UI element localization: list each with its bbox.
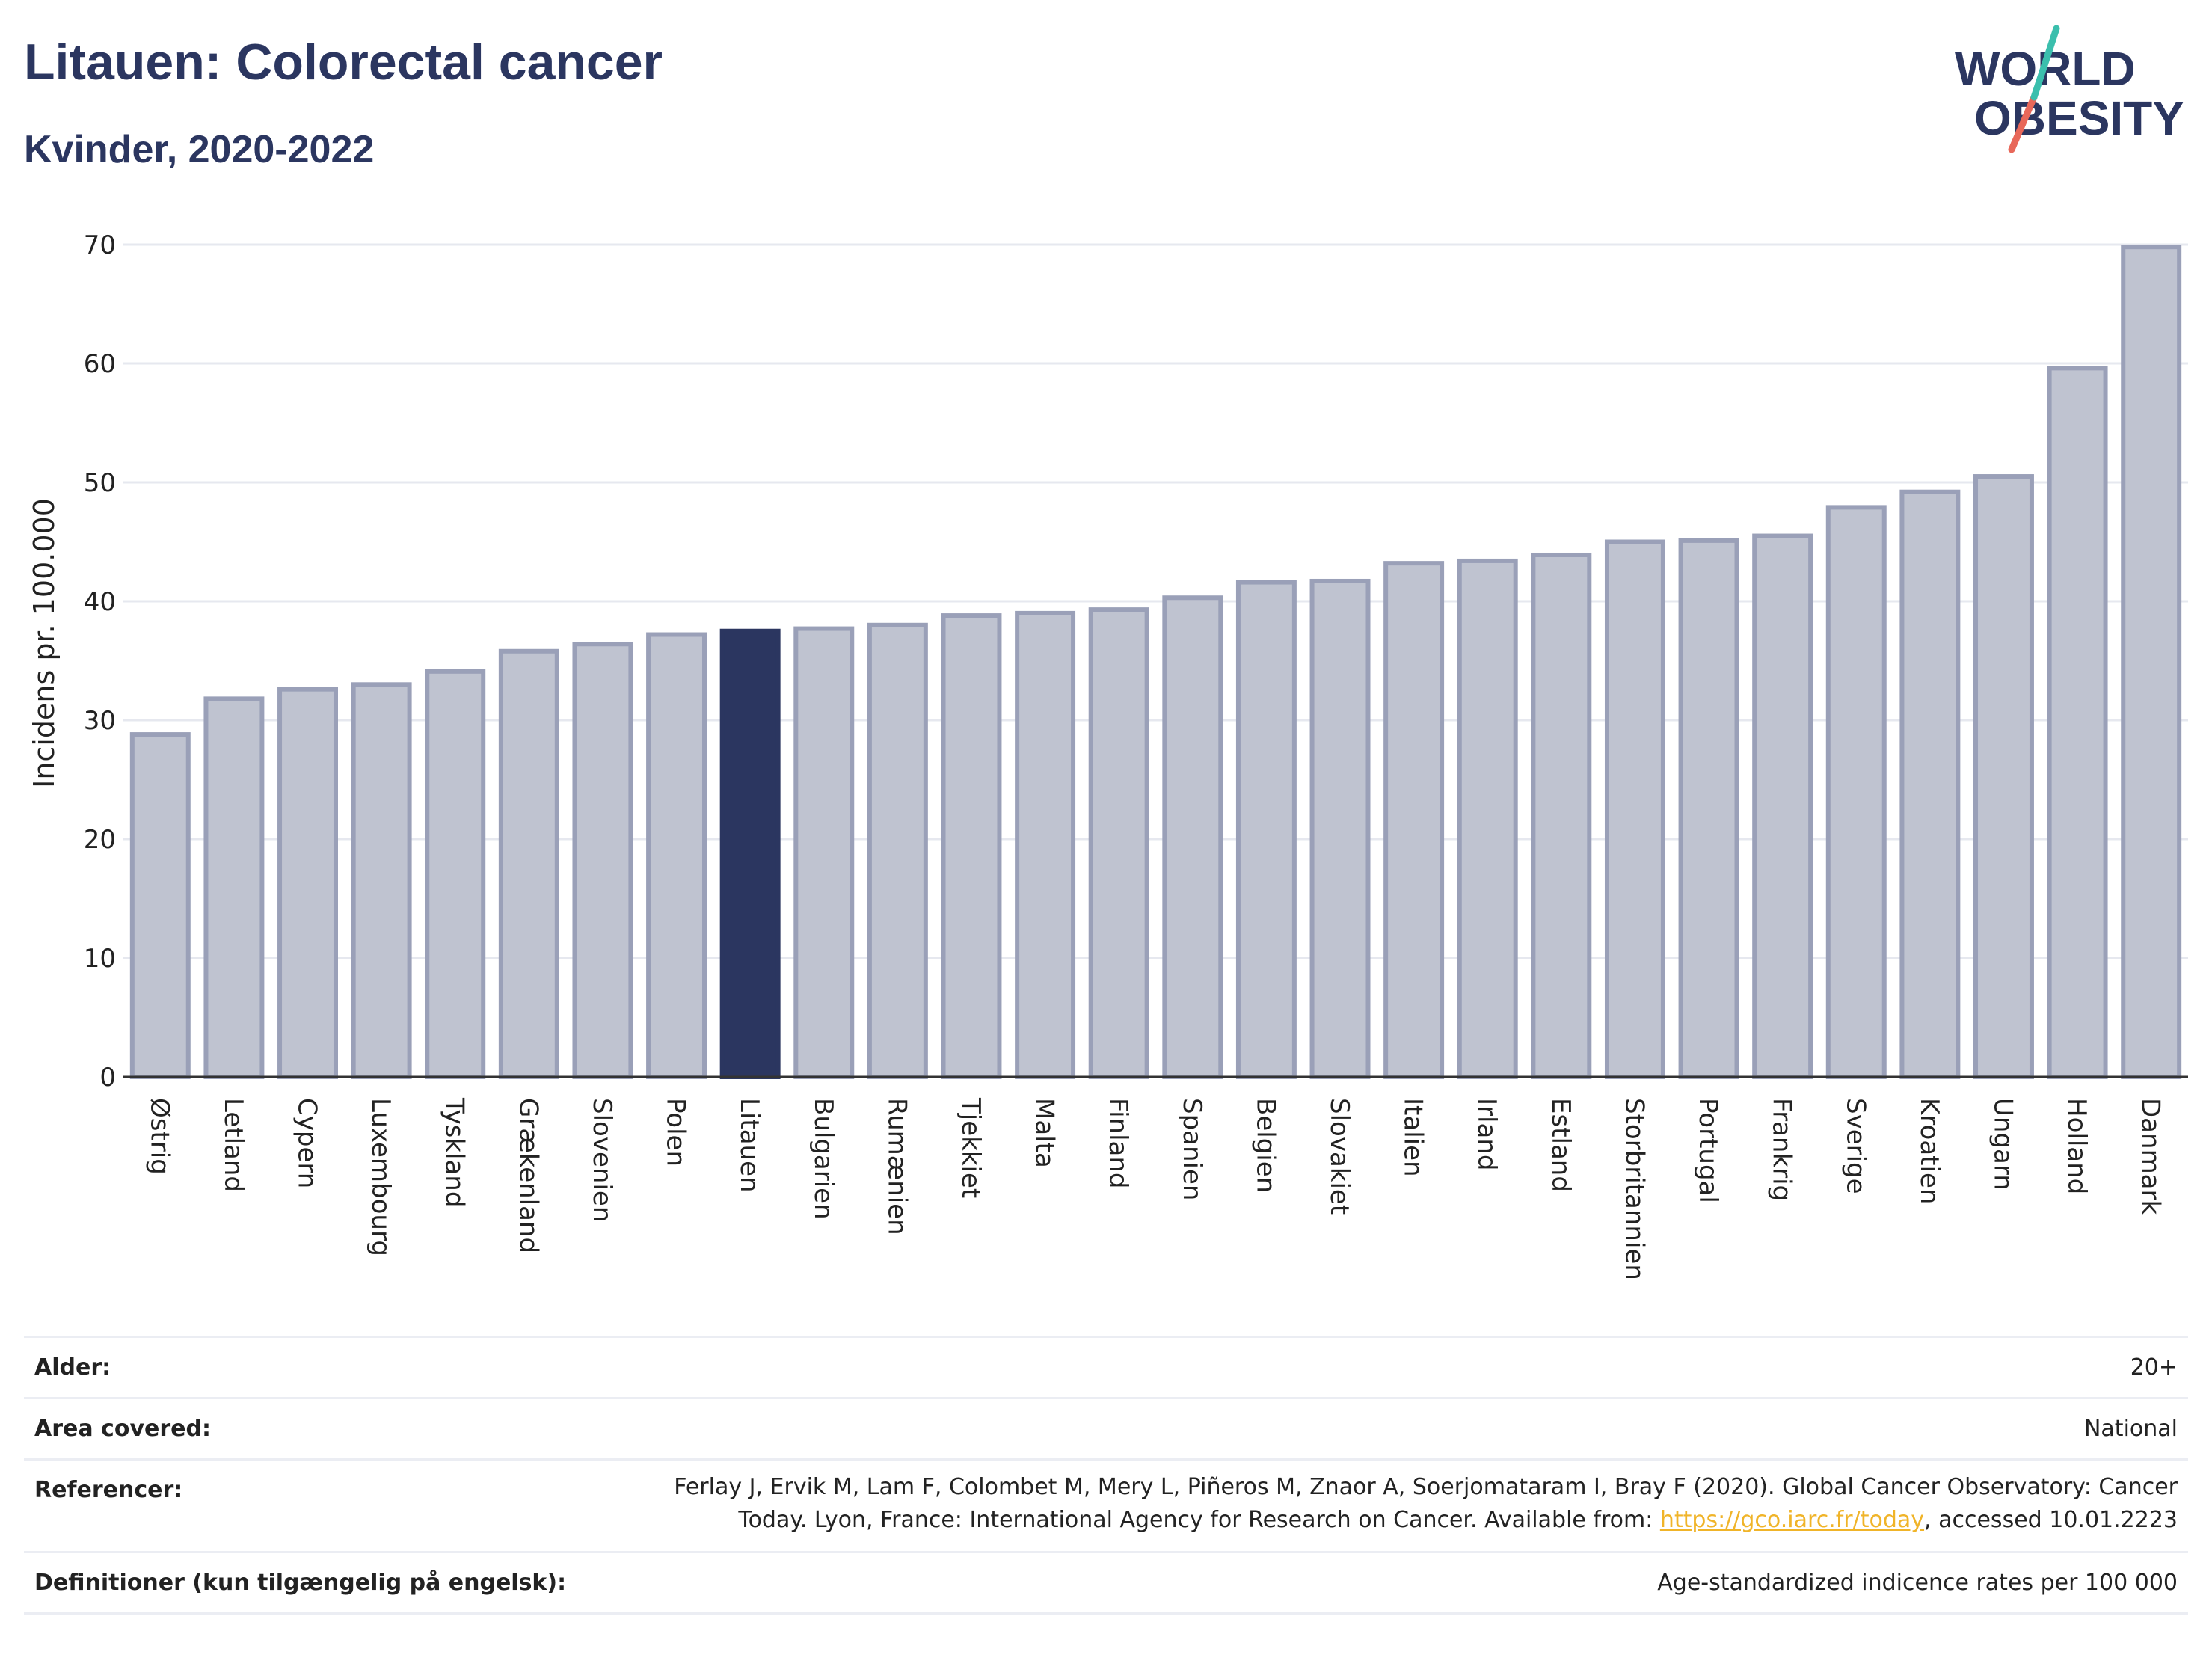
bar-Portugal [1678,538,1739,1079]
bar-Luxembourg [351,682,412,1079]
references-line2: Today. Lyon, France: International Agenc… [738,1507,2178,1533]
x-tick-label: Slovakiet [1324,1098,1354,1215]
logo-line2: OBESITY [1974,91,2184,145]
bar-Tyskland [425,669,486,1079]
bar-Belgien [1235,580,1297,1079]
bar-Bulgarien [793,626,855,1079]
chart-subtitle: Kvinder, 2020-2022 [24,128,375,171]
meta-row-references: Referencer: Ferlay J, Ervik M, Lam F, Co… [24,1458,2188,1551]
y-tick-label: 20 [84,825,116,855]
bar-Irland [1457,558,1518,1079]
x-tick-label: Frankrig [1767,1098,1797,1201]
references-label: Referencer: [34,1477,183,1503]
bar-chart: 0 10 20 30 40 50 60 70 Østrig Letland Cypern Luxemb… [28,230,2188,1280]
y-axis-label: Incidens pr. 100.000 [28,498,61,788]
x-tick-label: Litauen [734,1098,764,1193]
x-tick-label: Spanien [1177,1098,1207,1200]
area-label: Area covered: [34,1416,211,1442]
x-tick-label: Storbritannien [1619,1098,1649,1280]
x-tick-label: Sverige [1840,1098,1870,1194]
y-tick-label: 0 [99,1063,116,1093]
bar-Storbritannien [1604,539,1665,1079]
age-value: 20+ [2130,1354,2178,1381]
y-tick-label: 70 [84,230,116,260]
x-tick-label: Tyskland [440,1097,470,1207]
x-tick-label: Belgien [1250,1098,1280,1193]
x-tick-label: Østrig [144,1098,174,1175]
bar-Polen [646,632,707,1079]
x-tick-label: Rumænien [882,1098,912,1235]
x-tick-label: Finland [1103,1098,1133,1189]
bar-Spanien [1162,595,1223,1079]
bar-Cypern [277,687,338,1079]
bar-Sverige [1825,505,1887,1079]
bar-Holland [2047,366,2108,1079]
meta-row-definitions: Definitioner (kun tilgængelig på engelsk… [24,1551,2188,1612]
bar-Slovenien [572,642,633,1079]
definitions-label: Definitioner (kun tilgængelig på engelsk… [34,1570,567,1596]
x-tick-label: Italien [1398,1098,1428,1177]
definitions-value: Age-standardized indicence rates per 100… [1657,1570,2178,1596]
y-tick-label: 40 [84,587,116,617]
x-tick-label: Ungarn [1988,1098,2018,1191]
x-tick-label: Portugal [1693,1098,1723,1203]
bar-Danmark [2121,245,2182,1079]
x-tick-label: Bulgarien [808,1098,838,1220]
bar-Grækenland [498,648,559,1079]
bar-Frankrig [1752,533,1813,1079]
bar-Estland [1531,552,1592,1079]
meta-row-area: Area covered: National [24,1397,2188,1458]
gco-link[interactable]: https://gco.iarc.fr/today [1659,1507,1925,1533]
y-tick-label: 50 [84,468,116,498]
bar-Rumænien [867,622,928,1079]
x-tick-label: Kroatien [1914,1098,1944,1204]
y-tick-label: 10 [84,944,116,974]
x-tick-label: Holland [2062,1098,2092,1194]
bar-Kroatien [1899,489,1961,1079]
bar-Malta [1015,610,1076,1079]
bars [129,245,2182,1080]
bar-Slovakiet [1309,578,1371,1079]
x-tick-label: Danmark [2136,1098,2166,1215]
bar-Tjekkiet [941,613,1002,1079]
bar-Finland [1088,607,1149,1079]
axes: 0 10 20 30 40 50 60 70 Østrig Letland Cypern Luxemb… [84,230,2188,1280]
x-tick-label: Cypern [292,1098,322,1188]
x-tick-label: Grækenland [513,1098,543,1253]
references-line1: Ferlay J, Ervik M, Lam F, Colombet M, Me… [674,1474,2178,1500]
x-tick-label: Malta [1030,1098,1060,1168]
metadata-table: Alder: 20+ Area covered: National Refere… [24,1336,2188,1620]
y-tick-label: 60 [84,349,116,379]
references-value: Ferlay J, Ervik M, Lam F, Colombet M, Me… [674,1471,2178,1537]
bar-Litauen [719,628,781,1079]
x-tick-label: Luxembourg [366,1098,396,1256]
y-tick-label: 30 [84,706,116,736]
x-tick-label: Polen [661,1098,691,1167]
x-tick-label: Tjekkiet [956,1097,986,1198]
age-label: Alder: [34,1354,111,1381]
area-value: National [2083,1416,2178,1442]
world-obesity-logo: WORLD OBESITY [1944,22,2199,157]
bar-Østrig [129,732,191,1080]
x-tick-label: Letland [218,1098,248,1192]
meta-bottom-divider [24,1612,2188,1615]
x-tick-label: Estland [1546,1098,1576,1192]
chart-title: Litauen: Colorectal cancer [24,34,663,90]
bar-Letland [203,696,265,1079]
meta-row-age: Alder: 20+ [24,1336,2188,1397]
x-tick-label: Slovenien [587,1098,617,1222]
bar-Italien [1383,561,1445,1079]
x-tick-label: Irland [1472,1098,1502,1170]
bar-Ungarn [1973,474,2034,1079]
